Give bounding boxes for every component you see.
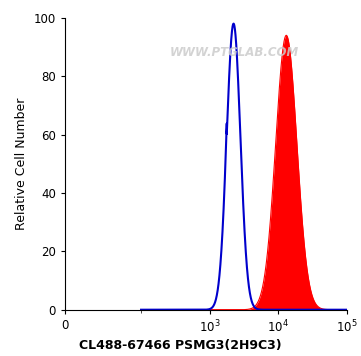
Y-axis label: Relative Cell Number: Relative Cell Number <box>15 98 28 230</box>
Text: CL488-67466 PSMG3(2H9C3): CL488-67466 PSMG3(2H9C3) <box>79 339 282 352</box>
Text: WWW.PTGLAB.COM: WWW.PTGLAB.COM <box>169 46 299 59</box>
